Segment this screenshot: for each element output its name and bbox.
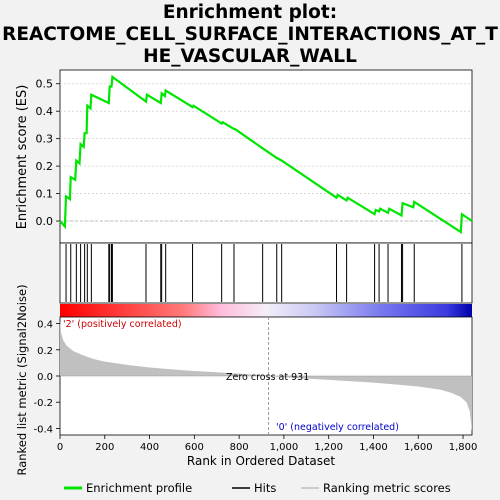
metric-axis-label: Ranked list metric (Signal2Noise)	[15, 284, 29, 475]
legend-label-enrichment: Enrichment profile	[86, 481, 192, 495]
chart-title: Enrichment plot: REACTOME_CELL_SURFACE_I…	[2, 2, 498, 67]
zero-cross-label: Zero cross at 931	[226, 372, 309, 383]
es-tick-label: 0.1	[36, 188, 54, 201]
es-axis-label: Enrichment score (ES)	[15, 85, 30, 230]
rank-color-bar	[60, 304, 472, 317]
legend-label-metric: Ranking metric scores	[323, 481, 451, 495]
es-tick-label: 0.5	[36, 78, 54, 91]
x-tick-label: 1,400	[359, 442, 388, 453]
es-panel	[59, 69, 473, 244]
metric-tick-label: 0.2	[37, 346, 53, 357]
es-tick-label: 0.4	[36, 105, 54, 118]
x-tick-label: 1,800	[449, 442, 478, 453]
x-tick-label: 1,600	[404, 442, 433, 453]
es-tick-label: 0.0	[36, 215, 54, 228]
positive-label: '2' (positively correlated)	[63, 319, 182, 330]
hits-panel	[59, 242, 473, 304]
x-tick-label: 600	[185, 442, 204, 453]
metric-tick-label: -0.4	[33, 424, 53, 435]
x-tick-label: 800	[230, 442, 249, 453]
metric-tick-label: -0.2	[33, 398, 53, 409]
negative-label: '0' (negatively correlated)	[276, 422, 399, 433]
legend: Enrichment profile Hits Ranking metric s…	[64, 481, 451, 495]
legend-label-hits: Hits	[254, 481, 276, 495]
x-tick-label: 1,000	[270, 442, 299, 453]
enrichment-profile-line	[59, 74, 473, 234]
x-tick-label: 0	[57, 442, 63, 453]
es-tick-label: 0.2	[36, 160, 54, 173]
metric-tick-label: 0.0	[37, 372, 53, 383]
x-axis-label: Rank in Ordered Dataset	[187, 454, 335, 468]
x-tick-label: 400	[140, 442, 159, 453]
x-tick-label: 200	[95, 442, 114, 453]
es-tick-label: 0.3	[36, 133, 54, 146]
metric-tick-label: 0.4	[37, 320, 53, 331]
x-tick-label: 1,200	[314, 442, 343, 453]
